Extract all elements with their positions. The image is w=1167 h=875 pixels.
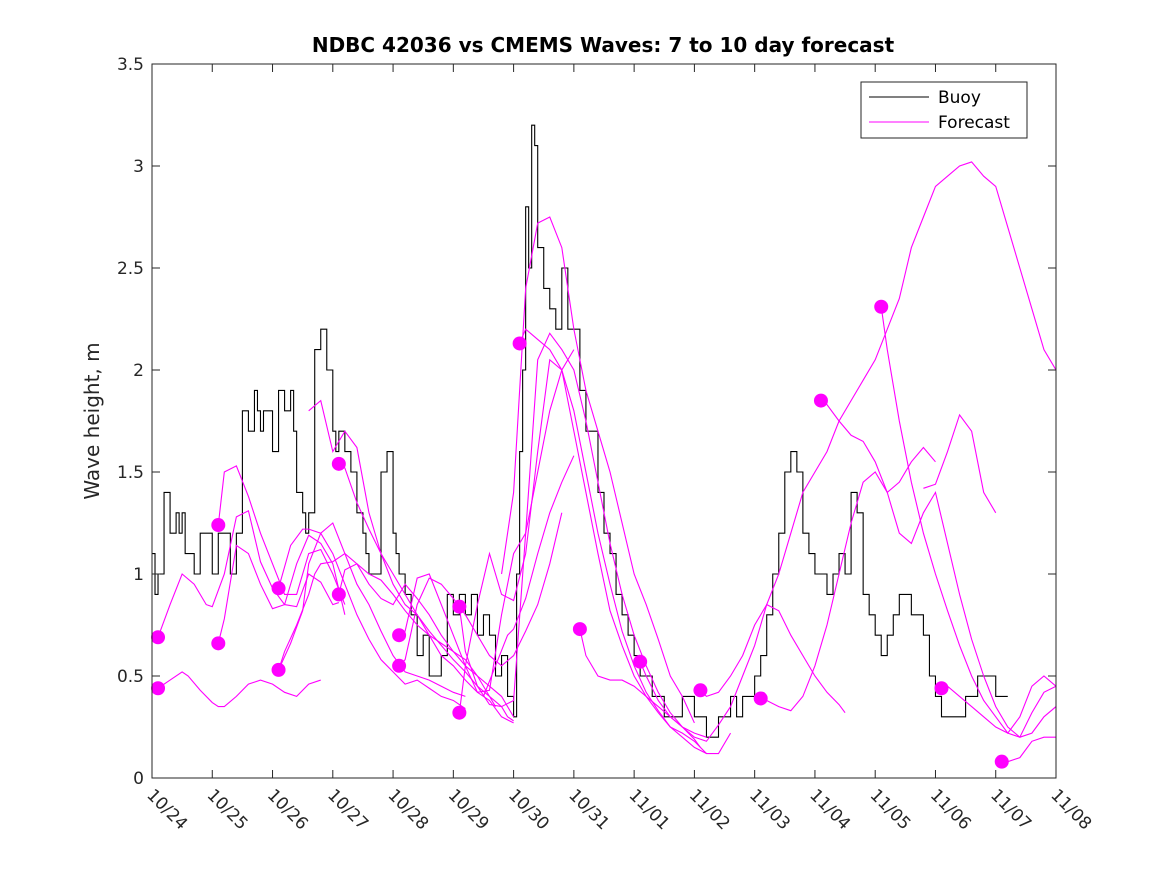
y-axis-label: Wave height, m bbox=[80, 342, 104, 499]
series-line-forecast bbox=[639, 603, 846, 742]
series-line-forecast bbox=[700, 161, 1056, 698]
series-line-forecast bbox=[157, 509, 340, 638]
series-line-forecast bbox=[941, 685, 1056, 738]
series-line-forecast bbox=[519, 328, 707, 755]
forecast-start-marker bbox=[392, 658, 407, 673]
series-line-forecast bbox=[157, 671, 321, 708]
series-line-forecast bbox=[501, 216, 695, 724]
forecast-start-marker bbox=[151, 630, 166, 645]
forecast-start-marker bbox=[271, 662, 286, 677]
y-tick-label: 1 bbox=[133, 565, 144, 585]
x-tick-label: 11/05 bbox=[866, 785, 915, 834]
forecast-start-marker bbox=[813, 393, 828, 408]
x-tick-label: 11/01 bbox=[625, 785, 674, 834]
forecast-start-marker bbox=[512, 336, 527, 351]
x-tick-label: 11/02 bbox=[685, 785, 734, 834]
y-tick-label: 2.5 bbox=[117, 259, 144, 279]
series-line-forecast bbox=[1001, 736, 1056, 763]
forecast-start-marker bbox=[452, 705, 467, 720]
series-line-forecast bbox=[278, 552, 515, 718]
forecast-start-marker bbox=[211, 636, 226, 651]
x-tick-label: 10/26 bbox=[263, 785, 312, 834]
series-line-forecast bbox=[217, 465, 346, 605]
legend-box bbox=[860, 81, 1028, 139]
legend-label-buoy: Buoy bbox=[938, 88, 981, 108]
forecast-start-marker bbox=[331, 456, 346, 471]
forecast-start-marker bbox=[392, 628, 407, 643]
series-line-forecast bbox=[217, 534, 346, 644]
y-axis: 0 0.5 1 1.5 2 2.5 3 3.5 bbox=[117, 55, 1056, 789]
x-tick-label: 10/27 bbox=[323, 785, 372, 834]
y-tick-label: 0.5 bbox=[117, 667, 144, 687]
forecast-start-marker bbox=[874, 299, 889, 314]
forecast-start-marker bbox=[633, 654, 648, 669]
plot-frame bbox=[151, 63, 1057, 779]
x-tick-label: 11/03 bbox=[745, 785, 794, 834]
forecast-start-marker bbox=[151, 681, 166, 696]
x-axis: 10/24 10/25 10/26 10/27 10/28 10/29 10/30 10/31… bbox=[142, 64, 1095, 834]
forecast-start-marker bbox=[693, 683, 708, 698]
forecast-start-marker bbox=[271, 581, 286, 596]
y-tick-label: 0 bbox=[133, 769, 144, 789]
marker-layer bbox=[151, 299, 1009, 769]
y-tick-label: 3 bbox=[133, 157, 144, 177]
x-tick-label: 10/30 bbox=[504, 785, 553, 834]
forecast-start-marker bbox=[572, 622, 587, 637]
x-tick-label: 11/06 bbox=[926, 785, 975, 834]
forecast-start-marker bbox=[994, 754, 1009, 769]
series-line-forecast bbox=[458, 332, 701, 748]
series-line-forecast bbox=[458, 358, 732, 755]
chart-title: NDBC 42036 vs CMEMS Waves: 7 to 10 day f… bbox=[312, 33, 895, 57]
series-line-forecast bbox=[923, 413, 997, 514]
forecast-start-marker bbox=[753, 691, 768, 706]
series-line-buoy bbox=[152, 124, 1008, 738]
legend-label-forecast: Forecast bbox=[938, 113, 1010, 133]
forecast-start-marker bbox=[452, 599, 467, 614]
series-line-forecast bbox=[760, 446, 936, 712]
forecast-start-marker bbox=[331, 587, 346, 602]
forecast-start-marker bbox=[211, 518, 226, 533]
forecast-start-marker bbox=[934, 681, 949, 696]
series-line-forecast bbox=[398, 512, 563, 667]
series-line-forecast bbox=[398, 349, 575, 693]
y-tick-label: 1.5 bbox=[117, 463, 144, 483]
x-tick-label: 11/08 bbox=[1046, 785, 1095, 834]
x-tick-label: 10/31 bbox=[564, 785, 613, 834]
x-tick-label: 10/28 bbox=[384, 785, 433, 834]
x-tick-label: 11/07 bbox=[986, 785, 1035, 834]
x-tick-label: 10/24 bbox=[142, 785, 191, 834]
series-line-forecast bbox=[308, 399, 514, 724]
x-tick-label: 10/25 bbox=[203, 785, 252, 834]
series-line-forecast bbox=[278, 522, 466, 697]
series-line-forecast bbox=[338, 563, 496, 707]
series-line-forecast bbox=[820, 400, 1056, 738]
series-line-forecast bbox=[579, 628, 707, 738]
series-line-forecast bbox=[880, 306, 1056, 735]
series-layer bbox=[152, 124, 1056, 763]
series-line-forecast bbox=[278, 528, 466, 710]
x-tick-label: 11/04 bbox=[805, 785, 854, 834]
y-tick-label: 2 bbox=[133, 361, 144, 381]
x-tick-label: 10/29 bbox=[444, 785, 493, 834]
legend: Buoy Forecast bbox=[860, 81, 1028, 139]
series-line-forecast bbox=[338, 463, 514, 722]
y-tick-label: 3.5 bbox=[117, 55, 144, 75]
series-line-forecast bbox=[482, 455, 575, 697]
